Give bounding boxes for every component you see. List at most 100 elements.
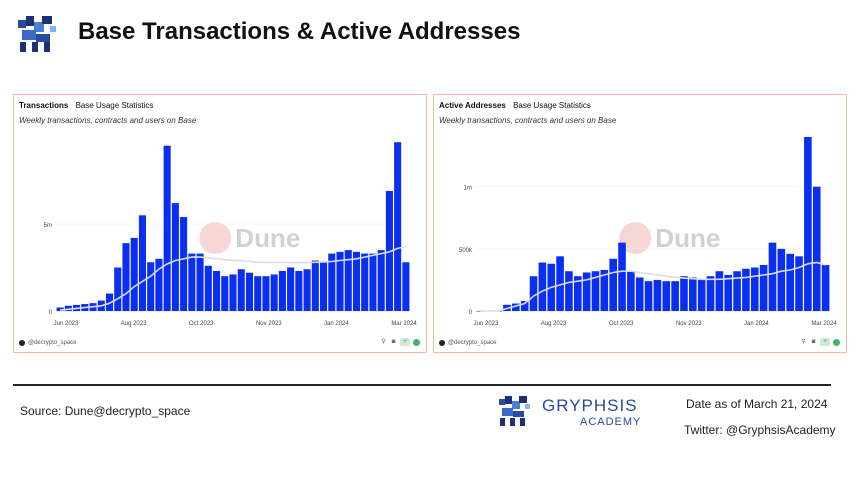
footer-divider bbox=[13, 384, 831, 386]
bar bbox=[582, 272, 591, 311]
bar bbox=[237, 269, 245, 311]
dune-logo-icon bbox=[199, 222, 232, 254]
bar bbox=[188, 253, 196, 311]
bar bbox=[512, 303, 520, 311]
bar bbox=[64, 305, 72, 311]
average-line bbox=[60, 245, 407, 311]
bar bbox=[130, 237, 138, 311]
panel-subtitle: Weekly transactions, contracts and users… bbox=[19, 116, 197, 125]
panel-source-label: Base Usage Statistics bbox=[513, 101, 591, 110]
bar bbox=[328, 253, 336, 311]
fork-icon[interactable]: ⑂ bbox=[820, 338, 830, 346]
avatar-icon bbox=[19, 340, 25, 346]
dune-watermark: Dune bbox=[619, 222, 720, 254]
bar bbox=[262, 276, 270, 311]
camera-icon[interactable]: ◙ bbox=[811, 339, 816, 345]
y-tick-label: 0 bbox=[469, 310, 473, 316]
bar bbox=[600, 269, 609, 311]
x-tick-label: Jan 2024 bbox=[324, 321, 349, 327]
camera-icon[interactable]: ◙ bbox=[391, 339, 396, 345]
bar bbox=[565, 271, 573, 311]
bar bbox=[591, 271, 600, 311]
fork-icon[interactable]: ⑂ bbox=[400, 338, 410, 346]
gryphon-logo-icon bbox=[18, 16, 56, 52]
bar bbox=[287, 267, 295, 311]
dune-watermark: Dune bbox=[199, 222, 300, 254]
gryphsis-logo-icon bbox=[499, 396, 530, 426]
twitter-handle: Twitter: @GryphsisAcademy bbox=[684, 423, 836, 437]
x-tick-label: Jun 2023 bbox=[474, 321, 499, 327]
bar bbox=[361, 253, 369, 311]
panel-source-label: Base Usage Statistics bbox=[75, 101, 154, 110]
panel-credit: @decrypto_space bbox=[19, 340, 76, 346]
average-line bbox=[480, 261, 826, 312]
bar bbox=[724, 274, 733, 311]
bar bbox=[812, 186, 821, 311]
bar bbox=[344, 250, 352, 311]
dune-logo-icon bbox=[619, 222, 652, 254]
bar bbox=[138, 215, 146, 311]
bar bbox=[147, 262, 155, 311]
bar bbox=[573, 276, 582, 311]
bar bbox=[56, 307, 64, 311]
bar bbox=[212, 270, 221, 311]
bar bbox=[742, 268, 750, 311]
dune-watermark-text: Dune bbox=[655, 223, 720, 253]
y-tick-label: 0 bbox=[49, 310, 53, 316]
bar bbox=[320, 262, 328, 311]
panel-header: Active Addresses Base Usage Statistics bbox=[439, 101, 591, 110]
bar bbox=[402, 262, 410, 311]
avatar-icon bbox=[439, 340, 445, 346]
bar bbox=[529, 276, 538, 311]
x-tick-label: Oct 2023 bbox=[189, 321, 214, 327]
brand-name: GRYPHSIS bbox=[542, 396, 638, 415]
y-tick-label: 500k bbox=[459, 248, 473, 254]
panel-title: Transactions bbox=[19, 101, 69, 110]
panel-actions: ⚲ ◙ ⑂ bbox=[380, 338, 420, 346]
bar bbox=[229, 274, 237, 311]
active-addresses-chart: Dune 0 500k 1m Jun 2023 Aug 2023 Oct 2023 Nov 2… bbox=[459, 137, 837, 327]
bar bbox=[662, 281, 671, 311]
link-icon[interactable]: ⚲ bbox=[381, 339, 386, 345]
bar bbox=[795, 256, 803, 311]
bar bbox=[706, 276, 715, 311]
bar bbox=[653, 279, 662, 311]
bar bbox=[295, 270, 303, 311]
bar bbox=[254, 276, 262, 311]
bar bbox=[114, 267, 122, 311]
bar bbox=[671, 281, 679, 311]
bar bbox=[204, 265, 212, 311]
y-tick-label: 5m bbox=[44, 223, 52, 229]
panel-title: Active Addresses bbox=[439, 101, 506, 110]
bar bbox=[336, 251, 344, 311]
transactions-panel: Transactions Base Usage Statistics Weekl… bbox=[13, 94, 427, 353]
x-tick-label: Aug 2023 bbox=[541, 321, 567, 327]
transactions-chart: Dune 0 5m Jun 2023 Aug 2023 Oct 2023 Nov 2023 J… bbox=[44, 142, 417, 327]
bar bbox=[196, 253, 204, 311]
panel-actions: ⚲ ◙ ⑂ bbox=[800, 338, 840, 346]
bar bbox=[821, 265, 830, 311]
source-note: Source: Dune@decrypto_space bbox=[20, 404, 191, 418]
bar bbox=[377, 250, 385, 311]
bar bbox=[556, 256, 564, 311]
link-icon[interactable]: ⚲ bbox=[801, 339, 806, 345]
x-tick-label: Nov 2023 bbox=[256, 321, 282, 327]
bar bbox=[369, 253, 377, 311]
bar bbox=[270, 274, 278, 311]
bar bbox=[352, 251, 361, 311]
bar bbox=[635, 277, 644, 311]
x-tick-label: Jun 2023 bbox=[54, 321, 79, 327]
bar bbox=[122, 243, 130, 311]
bar bbox=[221, 276, 229, 311]
x-tick-label: Jan 2024 bbox=[744, 321, 769, 327]
bar bbox=[278, 270, 286, 311]
bar bbox=[689, 277, 697, 311]
x-tick-label: Oct 2023 bbox=[609, 321, 634, 327]
bar bbox=[171, 203, 179, 311]
page-title: Base Transactions & Active Addresses bbox=[78, 18, 521, 45]
bar bbox=[303, 269, 311, 311]
dune-watermark-text: Dune bbox=[235, 223, 300, 253]
panel-header: Transactions Base Usage Statistics bbox=[19, 101, 153, 110]
bar bbox=[311, 260, 319, 311]
bar bbox=[644, 281, 653, 311]
